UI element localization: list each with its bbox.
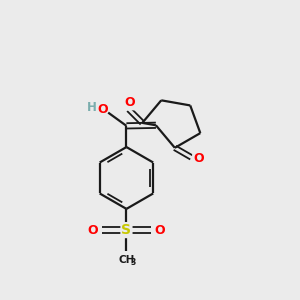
Text: O: O <box>155 224 165 237</box>
Text: 3: 3 <box>130 258 136 267</box>
Text: O: O <box>193 152 204 165</box>
Text: H: H <box>87 101 97 114</box>
Text: CH: CH <box>118 255 135 265</box>
Text: O: O <box>98 103 108 116</box>
Text: O: O <box>124 96 135 110</box>
Text: S: S <box>122 223 131 237</box>
Text: O: O <box>88 224 98 237</box>
